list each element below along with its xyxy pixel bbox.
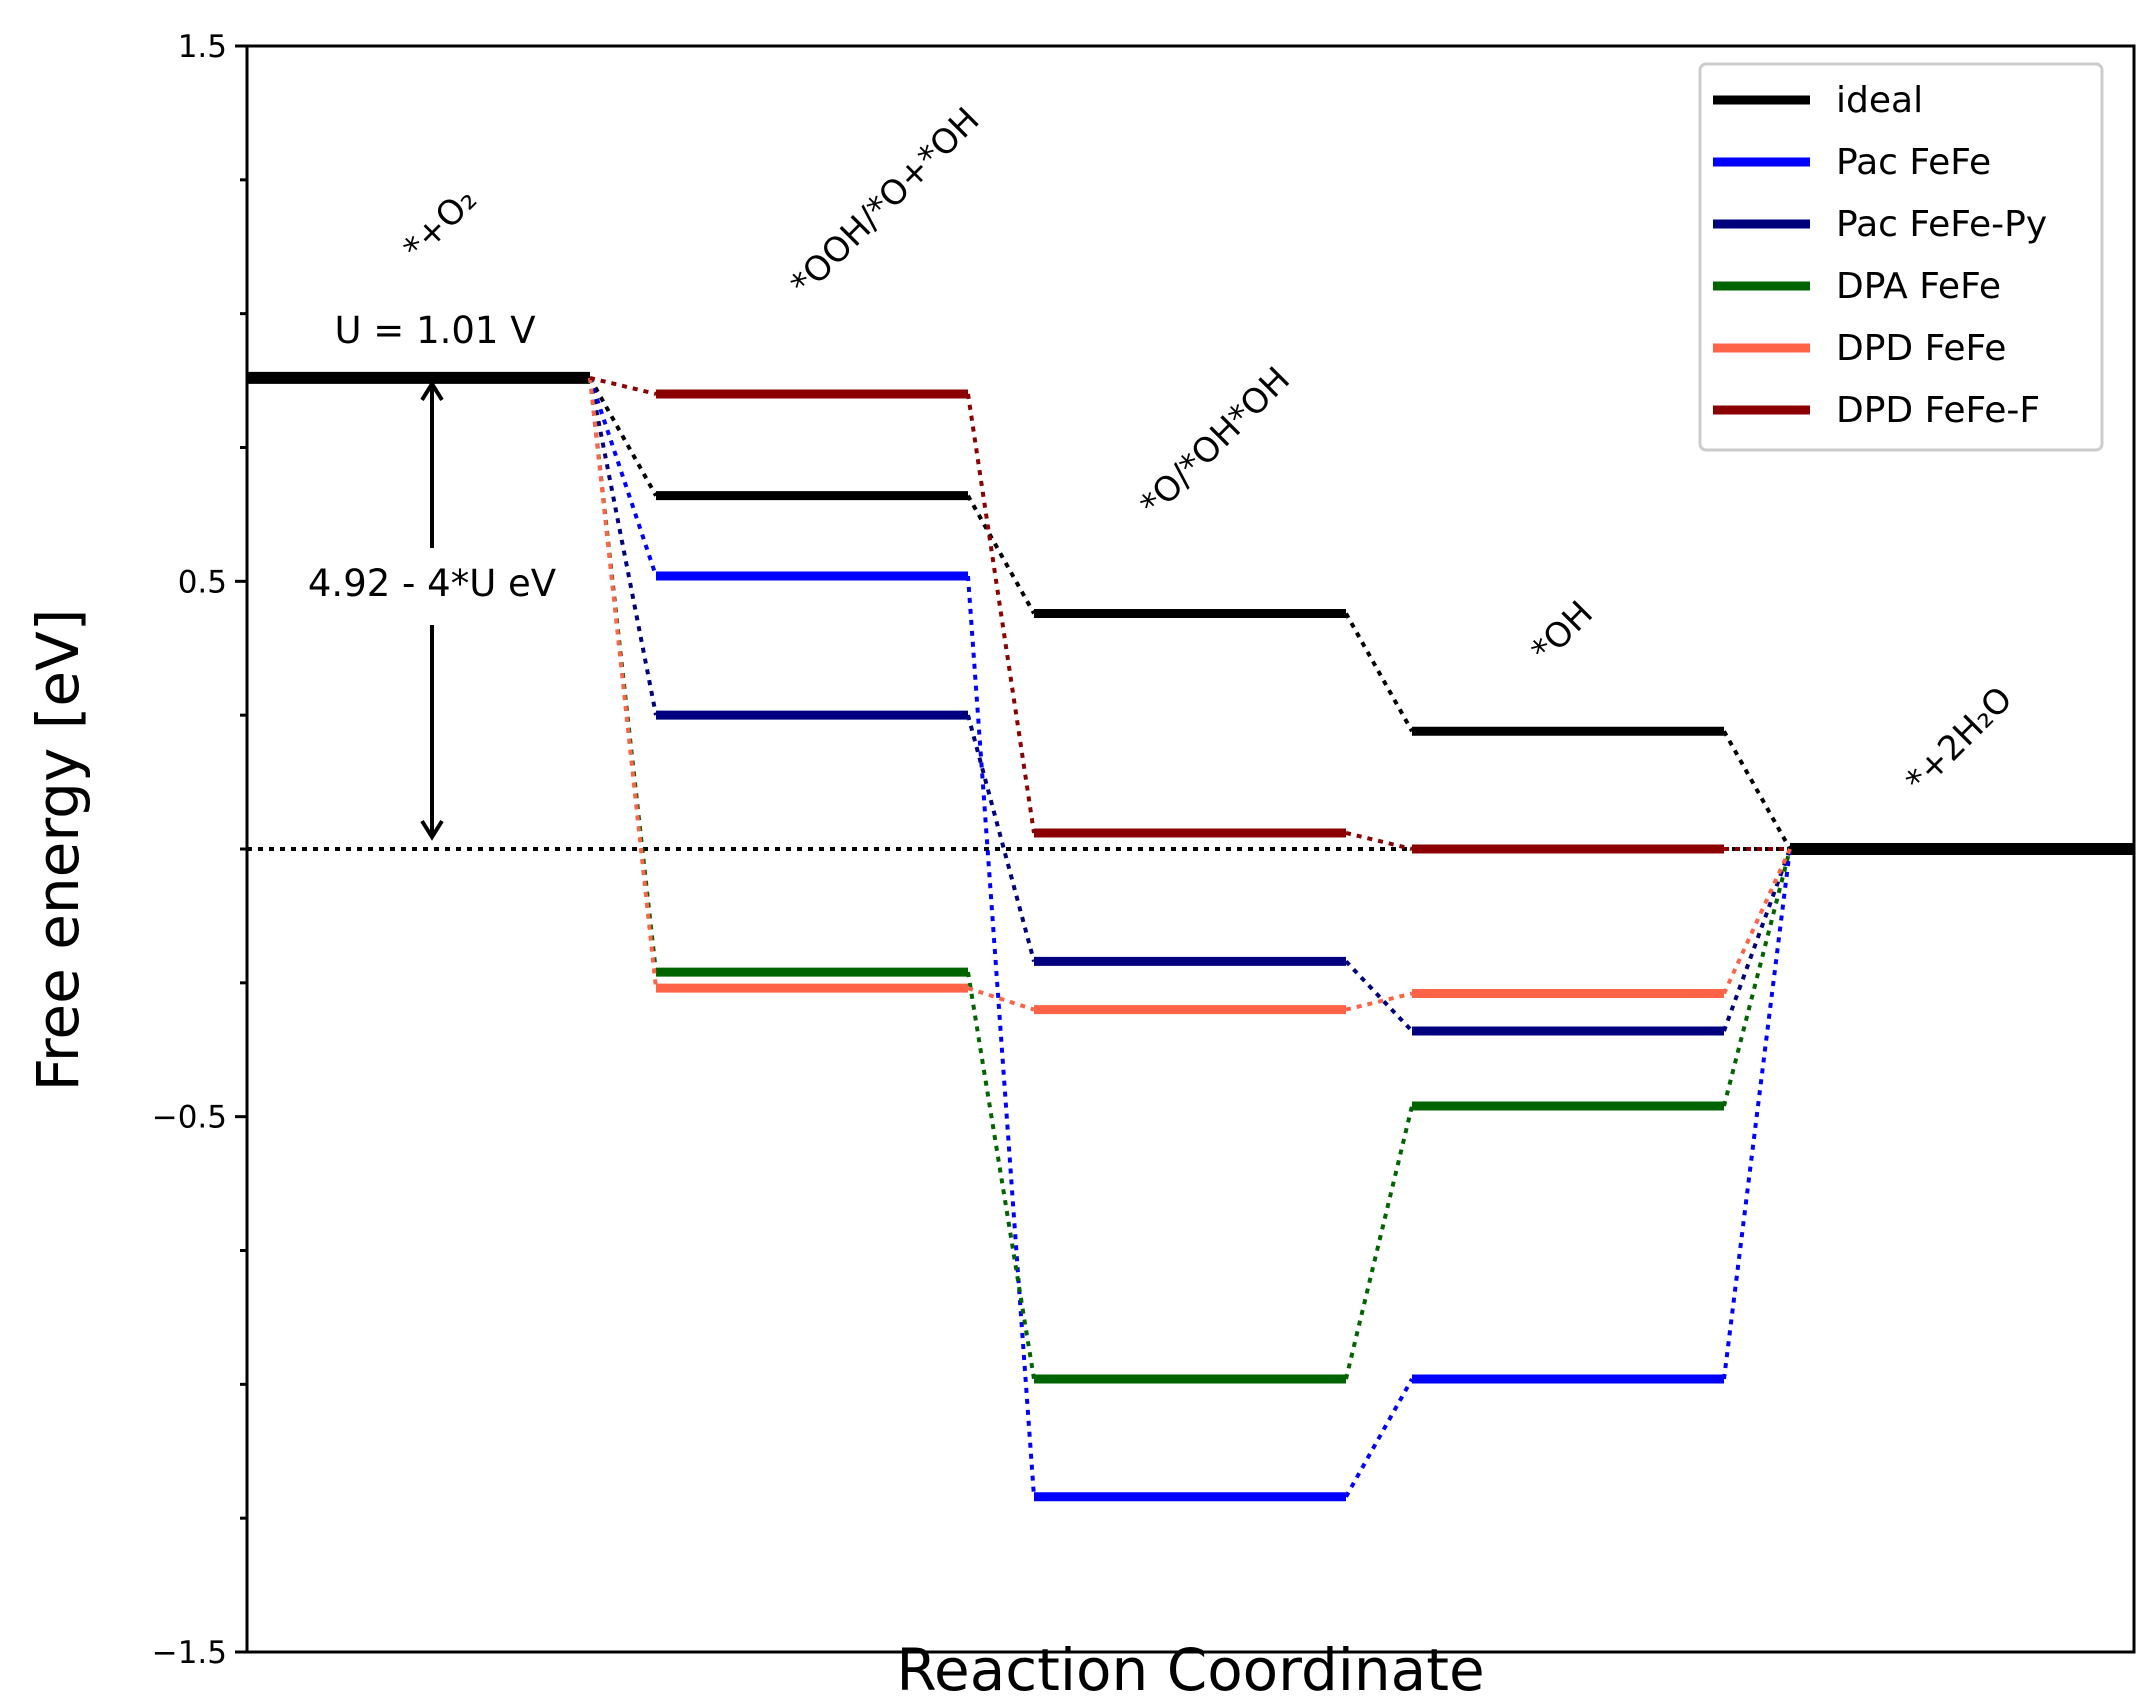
connector-pac-fefe-3	[1722, 848, 1792, 1380]
y-tick-label: 1.5	[178, 29, 227, 65]
connector-dpa-fefe-3	[1722, 848, 1792, 1107]
legend-entry: DPD FeFe-F	[1836, 390, 2040, 431]
connector-ideal-2	[1344, 612, 1414, 733]
connector-pac-fefe-py-0	[588, 377, 658, 716]
connector-dpd-fefe-2	[1345, 991, 1413, 1012]
y-tick-label: −1.5	[152, 1635, 227, 1671]
connector-pac-fefe-0	[588, 377, 658, 577]
legend-entry: Pac FeFe-Py	[1836, 204, 2047, 245]
connector-dpd-fefe-1	[967, 986, 1035, 1012]
y-axis-label: Free energy [eV]	[24, 609, 92, 1092]
connector-dpd-fefe-f-1	[966, 393, 1036, 834]
connector-dpd-fefe-f-2	[1345, 830, 1413, 851]
step-label-4: *+2H₂O	[1898, 679, 2020, 801]
potential-label: U = 1.01 V	[334, 309, 535, 352]
gap-arrow-head-down	[420, 819, 444, 841]
step-label-1: *OOH/*O+*OH	[783, 100, 987, 304]
step-label-0: *+O₂	[396, 180, 485, 269]
legend-entry: ideal	[1836, 80, 1923, 121]
connector-dpa-fefe-2	[1344, 1105, 1414, 1380]
connector-pac-fefe-py-1	[966, 714, 1036, 962]
connector-ideal-0	[588, 376, 658, 497]
connector-ideal-1	[966, 494, 1036, 615]
connector-pac-fefe-2	[1344, 1378, 1414, 1498]
connector-dpd-fefe-f-0	[589, 375, 657, 396]
connector-dpd-fefe-3	[1722, 848, 1792, 995]
legend-entry: Pac FeFe	[1836, 142, 1991, 183]
step-label-3: *OH	[1524, 594, 1601, 671]
x-axis-label: Reaction Coordinate	[896, 1636, 1484, 1699]
y-tick-label: −0.5	[152, 1100, 227, 1136]
legend-entry: DPA FeFe	[1836, 266, 2001, 307]
y-tick-label: 0.5	[178, 564, 227, 600]
connector-dpa-fefe-1	[966, 971, 1036, 1380]
connector-pac-fefe-1	[966, 575, 1036, 1497]
connector-dpd-fefe-0	[588, 377, 658, 989]
gap-arrow-head-up	[420, 380, 444, 401]
gap-label: 4.92 - 4*U eV	[308, 562, 556, 605]
connector-ideal-3	[1722, 730, 1792, 850]
connector-pac-fefe-py-2	[1344, 960, 1414, 1033]
step-label-2: *O/*OH*OH	[1133, 360, 1298, 525]
legend-entry: DPD FeFe	[1836, 328, 2006, 369]
